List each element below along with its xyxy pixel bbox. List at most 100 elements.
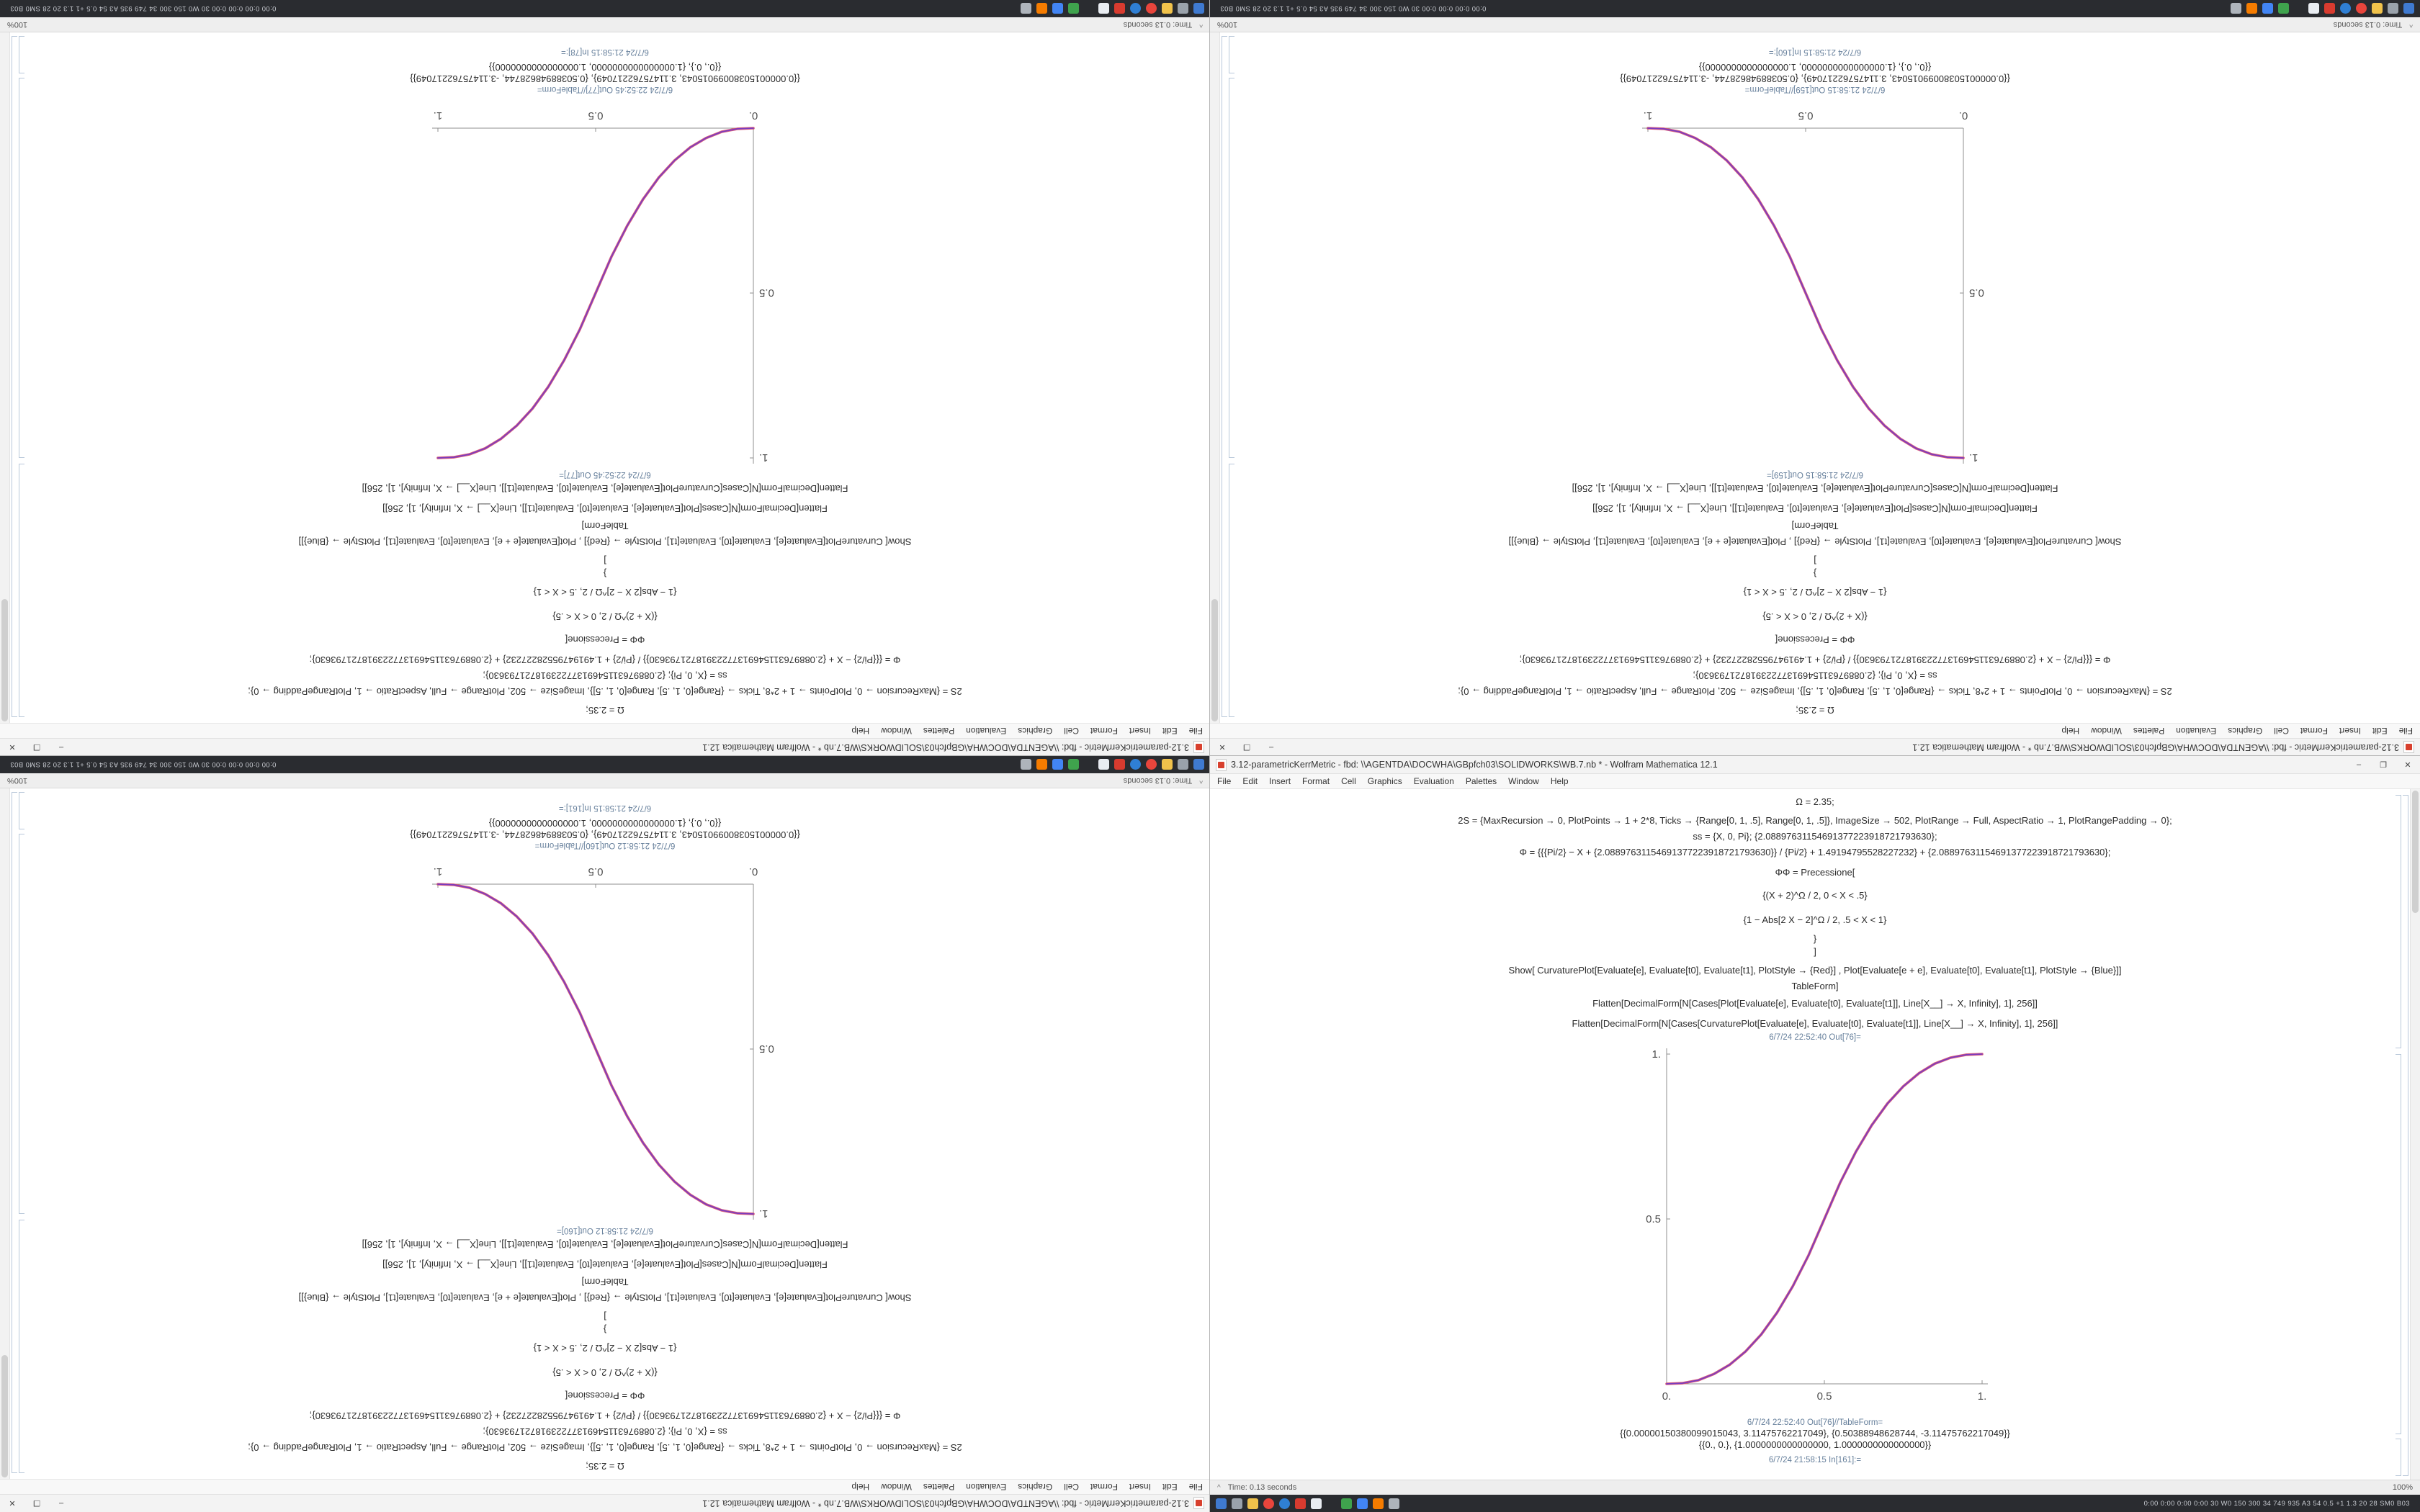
- menu-format[interactable]: Format: [1090, 726, 1118, 736]
- notepad-icon[interactable]: [1098, 759, 1109, 770]
- orange-app-icon[interactable]: [1373, 1498, 1384, 1509]
- vertical-scrollbar[interactable]: [0, 32, 10, 723]
- cell-bracket[interactable]: [19, 834, 24, 1214]
- orange-app-icon[interactable]: [1036, 3, 1047, 14]
- green-app-icon[interactable]: [1068, 759, 1079, 770]
- gray-app-icon[interactable]: [1021, 3, 1031, 14]
- menu-file[interactable]: File: [1188, 1482, 1203, 1492]
- maximize-button[interactable]: ❐: [2380, 760, 2387, 770]
- zoom-level[interactable]: 100%: [1217, 20, 1238, 29]
- minimize-button[interactable]: –: [58, 743, 64, 752]
- cell-bracket[interactable]: [19, 36, 24, 73]
- notepad-icon[interactable]: [2308, 3, 2319, 14]
- menu-palettes[interactable]: Palettes: [923, 726, 955, 736]
- maximize-button[interactable]: ❐: [1243, 742, 1250, 752]
- menu-insert[interactable]: Insert: [1269, 776, 1291, 786]
- scrollbar-thumb[interactable]: [1, 1355, 8, 1477]
- menu-edit[interactable]: Edit: [1162, 726, 1178, 736]
- task-view-icon[interactable]: [2388, 3, 2398, 14]
- notepad-icon[interactable]: [1311, 1498, 1322, 1509]
- cell-bracket[interactable]: [1229, 78, 1234, 458]
- collapse-arrow-icon[interactable]: ^: [1217, 1483, 1221, 1492]
- gray-app-icon[interactable]: [1389, 1498, 1399, 1509]
- menu-evaluation[interactable]: Evaluation: [1413, 776, 1454, 786]
- edge-icon[interactable]: [1130, 759, 1141, 770]
- scrollbar-thumb[interactable]: [2412, 791, 2419, 913]
- start-icon[interactable]: [2403, 3, 2414, 14]
- menu-cell[interactable]: Cell: [2274, 726, 2289, 736]
- close-button[interactable]: ✕: [1219, 742, 1226, 752]
- wolfram-mathematica-icon[interactable]: [2324, 3, 2335, 14]
- chrome-icon[interactable]: [1263, 1498, 1274, 1509]
- menu-format[interactable]: Format: [1090, 1482, 1118, 1492]
- cell-bracket[interactable]: [1222, 36, 1227, 717]
- close-button[interactable]: ✕: [9, 1498, 16, 1508]
- close-button[interactable]: ✕: [9, 742, 16, 752]
- zoom-level[interactable]: 100%: [7, 776, 28, 785]
- titlebar[interactable]: 3.12-parametricKerrMetric - fbd: \\AGENT…: [1210, 738, 2420, 756]
- wolfram-mathematica-icon[interactable]: [1114, 3, 1125, 14]
- maximize-button[interactable]: ❐: [33, 742, 40, 752]
- menu-file[interactable]: File: [1217, 776, 1232, 786]
- menu-evaluation[interactable]: Evaluation: [966, 1482, 1007, 1492]
- cell-bracket[interactable]: [12, 36, 17, 717]
- menu-graphics[interactable]: Graphics: [1018, 726, 1053, 736]
- blue-app-icon[interactable]: [1052, 759, 1063, 770]
- menu-help[interactable]: Help: [851, 1482, 870, 1492]
- zoom-level[interactable]: 100%: [2392, 1483, 2413, 1492]
- chrome-icon[interactable]: [1146, 759, 1157, 770]
- collapse-arrow-icon[interactable]: ^: [1199, 776, 1203, 785]
- maximize-button[interactable]: ❐: [33, 1498, 40, 1508]
- cell-bracket[interactable]: [12, 792, 17, 1473]
- cell-bracket[interactable]: [19, 1220, 24, 1473]
- menu-edit[interactable]: Edit: [1242, 776, 1258, 786]
- cell-bracket[interactable]: [1229, 464, 1234, 717]
- menu-file[interactable]: File: [2398, 726, 2413, 736]
- cell-bracket[interactable]: [19, 792, 24, 829]
- task-view-icon[interactable]: [1178, 759, 1188, 770]
- notepad-icon[interactable]: [1098, 3, 1109, 14]
- menu-help[interactable]: Help: [851, 726, 870, 736]
- cell-bracket[interactable]: [2396, 795, 2401, 1048]
- wolfram-mathematica-icon[interactable]: [1295, 1498, 1306, 1509]
- titlebar[interactable]: 3.12-parametricKerrMetric - fbd: \\AGENT…: [0, 738, 1210, 756]
- menu-cell[interactable]: Cell: [1064, 1482, 1079, 1492]
- titlebar[interactable]: 3.12-parametricKerrMetric - fbd: \\AGENT…: [0, 1494, 1210, 1512]
- chrome-icon[interactable]: [1146, 3, 1157, 14]
- scrollbar-thumb[interactable]: [1211, 599, 1218, 721]
- edge-icon[interactable]: [2340, 3, 2351, 14]
- menu-window[interactable]: Window: [1508, 776, 1539, 786]
- menu-window[interactable]: Window: [2091, 726, 2122, 736]
- minimize-button[interactable]: –: [2356, 760, 2362, 769]
- chrome-icon[interactable]: [2356, 3, 2367, 14]
- cell-bracket[interactable]: [2396, 1439, 2401, 1476]
- task-view-icon[interactable]: [1232, 1498, 1242, 1509]
- edge-icon[interactable]: [1130, 3, 1141, 14]
- menu-window[interactable]: Window: [881, 1482, 912, 1492]
- blue-app-icon[interactable]: [2262, 3, 2273, 14]
- close-button[interactable]: ✕: [2404, 760, 2411, 770]
- green-app-icon[interactable]: [2278, 3, 2289, 14]
- menu-graphics[interactable]: Graphics: [2228, 726, 2263, 736]
- cell-bracket[interactable]: [1229, 36, 1234, 73]
- menu-graphics[interactable]: Graphics: [1367, 776, 1402, 786]
- task-view-icon[interactable]: [1178, 3, 1188, 14]
- start-icon[interactable]: [1216, 1498, 1227, 1509]
- menu-cell[interactable]: Cell: [1341, 776, 1356, 786]
- green-app-icon[interactable]: [1341, 1498, 1352, 1509]
- menu-palettes[interactable]: Palettes: [2133, 726, 2165, 736]
- menu-graphics[interactable]: Graphics: [1018, 1482, 1053, 1492]
- start-icon[interactable]: [1193, 759, 1204, 770]
- orange-app-icon[interactable]: [2246, 3, 2257, 14]
- menu-help[interactable]: Help: [1550, 776, 1569, 786]
- minimize-button[interactable]: –: [58, 1499, 64, 1508]
- edge-icon[interactable]: [1279, 1498, 1290, 1509]
- menu-insert[interactable]: Insert: [1129, 1482, 1151, 1492]
- menu-palettes[interactable]: Palettes: [1465, 776, 1497, 786]
- menu-window[interactable]: Window: [881, 726, 912, 736]
- scrollbar-thumb[interactable]: [1, 599, 8, 721]
- file-explorer-icon[interactable]: [2372, 3, 2383, 14]
- menu-palettes[interactable]: Palettes: [923, 1482, 955, 1492]
- menu-evaluation[interactable]: Evaluation: [966, 726, 1007, 736]
- vertical-scrollbar[interactable]: [2410, 789, 2420, 1480]
